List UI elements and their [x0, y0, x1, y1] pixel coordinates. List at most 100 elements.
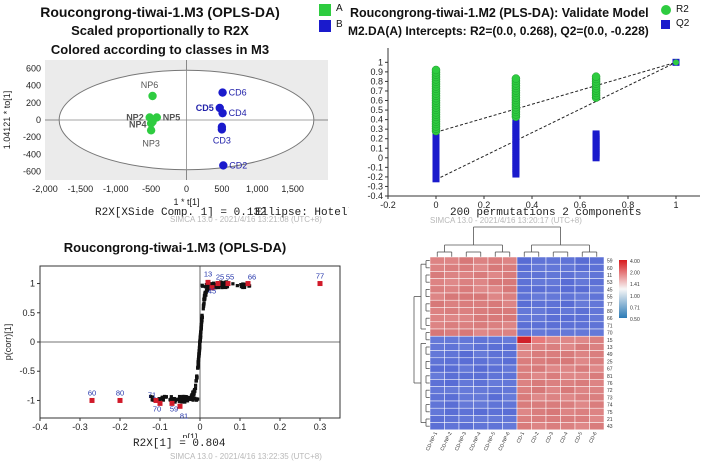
heatmap-cell [589, 263, 605, 272]
heatmap-cell [473, 314, 489, 323]
heatmap-cell [473, 271, 489, 279]
splot-variable-point [220, 285, 224, 290]
y-tick-label: -0.1 [367, 162, 383, 172]
splot-variable-point [194, 379, 198, 383]
heatmap-cell [574, 299, 590, 308]
heatmap-column-label: CD-NP-2 [440, 431, 454, 452]
heatmap-cell [473, 364, 489, 373]
score-point-label: NP3 [142, 138, 160, 148]
heatmap-cell [589, 321, 605, 330]
heatmap-cell [589, 299, 605, 308]
heatmap-cell [444, 292, 460, 301]
splot-variable-point [201, 307, 205, 311]
score-point-cd6 [218, 88, 227, 97]
x-axis-label: p[1] [182, 432, 197, 438]
heatmap-cell [589, 393, 605, 402]
colorbar-tick-label: 0.50 [630, 317, 640, 323]
splot-variable-point [195, 376, 199, 380]
splot-footer: R2X[1] = 0.804 [133, 438, 226, 450]
heatmap-cell [444, 343, 460, 351]
heatmap-cell [473, 400, 489, 409]
score-legend-a-swatch [319, 4, 331, 16]
y-tick-label: -200 [23, 132, 41, 142]
heatmap-cell [589, 379, 605, 387]
heatmap-cell [574, 364, 590, 373]
y-tick-label: -1 [27, 395, 35, 405]
heatmap-cell [487, 299, 503, 308]
heatmap-cell [516, 271, 532, 279]
heatmap-cell [502, 271, 518, 279]
heatmap-cell [458, 407, 474, 416]
splot-variable-point [201, 304, 206, 309]
heatmap-cell [574, 321, 590, 330]
y-tick-label: 400 [26, 81, 41, 91]
heatmap-cell [516, 314, 532, 323]
score-legend-b-swatch [319, 20, 331, 32]
heatmap-cell [516, 292, 532, 301]
y-tick-label: -400 [23, 149, 41, 159]
heatmap-row-label: 75 [607, 410, 613, 416]
splot-variable-point [198, 333, 203, 338]
highlighted-variable-66 [245, 281, 251, 287]
heatmap-cell [545, 314, 561, 323]
heatmap-cell [458, 256, 474, 265]
heatmap-cell [473, 343, 489, 351]
heatmap-cell [458, 350, 474, 359]
highlighted-variable-label: 71 [148, 390, 156, 399]
x-tick-label: 1 [673, 200, 678, 208]
heatmap-cell [589, 292, 605, 301]
splot-variable-point [200, 315, 204, 319]
heatmap-cell [589, 415, 605, 423]
score-point-label: CD3 [213, 135, 231, 145]
validate-plot-title-2: M2.DA(A) Intercepts: R2=(0.0, 0.268), Q2… [348, 24, 649, 38]
heatmap-cell [487, 371, 503, 380]
heatmap-cell [444, 278, 460, 287]
heatmap-cell [502, 335, 518, 344]
x-tick-label: -1,500 [68, 184, 94, 194]
heatmap-cell [487, 386, 503, 395]
heatmap-cell [429, 285, 445, 294]
validate-legend-r2-label: R2 [676, 4, 689, 15]
heatmap-cell [458, 263, 474, 272]
heatmap-cell [502, 307, 518, 315]
heatmap-column-label: CD-1 [516, 431, 526, 444]
splot-variable-point [161, 398, 165, 402]
heatmap-cell [516, 415, 532, 423]
x-tick-label: -0.2 [112, 422, 128, 432]
x-tick-label: -0.4 [32, 422, 48, 432]
heatmap-cell [545, 256, 561, 265]
heatmap-row-label: 21 [607, 417, 613, 423]
heatmap-cell [574, 386, 590, 395]
splot-variable-point [203, 295, 207, 300]
heatmap-cell [444, 335, 460, 344]
highlighted-variable-45 [209, 285, 215, 291]
heatmap-cell [458, 400, 474, 409]
heatmap-cell [502, 350, 518, 359]
splot-variable-point [199, 327, 203, 331]
colorbar-tick-label: 2.00 [630, 271, 640, 277]
heatmap-cell [545, 321, 561, 330]
score-plot-ellipse-note: Ellipse: Hotelling [255, 207, 349, 219]
heatmap-cell [429, 407, 445, 416]
heatmap-row-label: 73 [607, 395, 613, 401]
heatmap-cell [502, 379, 518, 387]
heatmap-cell [589, 371, 605, 380]
x-tick-label: 0.4 [526, 200, 539, 208]
splot-variable-point [197, 351, 201, 356]
highlighted-variable-70 [157, 400, 163, 406]
heatmap-row-label: 25 [607, 359, 613, 365]
splot-variable-point [239, 283, 243, 287]
heatmap-cell [429, 422, 445, 431]
heatmap-cell [502, 371, 518, 380]
heatmap-cell [574, 357, 590, 366]
heatmap-cell [444, 285, 460, 294]
heatmap-cell [429, 321, 445, 330]
heatmap-cell [473, 299, 489, 308]
heatmap-cell [502, 328, 518, 337]
heatmap-cell [574, 350, 590, 359]
heatmap-column-label: CD-5 [574, 431, 584, 444]
splot-variable-point [199, 330, 203, 334]
heatmap-cell [429, 357, 445, 366]
heatmap-cell [589, 407, 605, 416]
heatmap-cell [429, 379, 445, 387]
